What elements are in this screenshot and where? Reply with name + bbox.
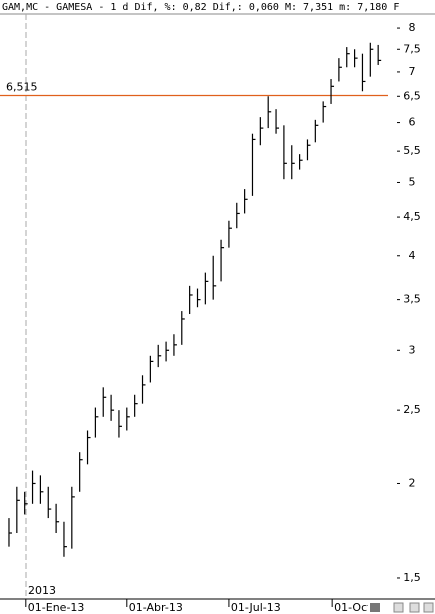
y-tick-label: 5 — [409, 175, 416, 188]
y-tick-label: 3,5 — [403, 293, 421, 306]
y-tick-label: 7 — [409, 65, 416, 78]
reference-label: 6,515 — [6, 81, 38, 94]
icon[interactable] — [409, 602, 420, 613]
y-tick-label: 6 — [409, 116, 416, 129]
x-tick-label: 01-Jul-13 — [231, 601, 281, 614]
y-tick-label: 8 — [409, 21, 416, 34]
y-tick-label: 1,5 — [403, 571, 421, 584]
x-tick-label: 01-Ene-13 — [28, 601, 85, 614]
x-tick-label: 01-Abr-13 — [129, 601, 183, 614]
toolbar-icons — [368, 601, 435, 614]
y-tick-label: 2 — [409, 476, 416, 489]
y-tick-label: 4 — [409, 249, 416, 262]
y-tick-label: 5,5 — [403, 144, 421, 157]
y-tick-label: 3 — [409, 343, 416, 356]
icon[interactable] — [370, 603, 380, 612]
chart-title: GAM,MC - GAMESA - 1 d Dif, %: 0,82 Dif,:… — [2, 2, 399, 13]
icon[interactable] — [393, 602, 404, 613]
y-tick-label: 2,5 — [403, 403, 421, 416]
year-label: 2013 — [28, 584, 56, 597]
y-tick-label: 7,5 — [403, 42, 421, 55]
icon[interactable] — [423, 602, 434, 613]
y-tick-label: 4,5 — [403, 210, 421, 223]
y-tick-label: 6,5 — [403, 89, 421, 102]
